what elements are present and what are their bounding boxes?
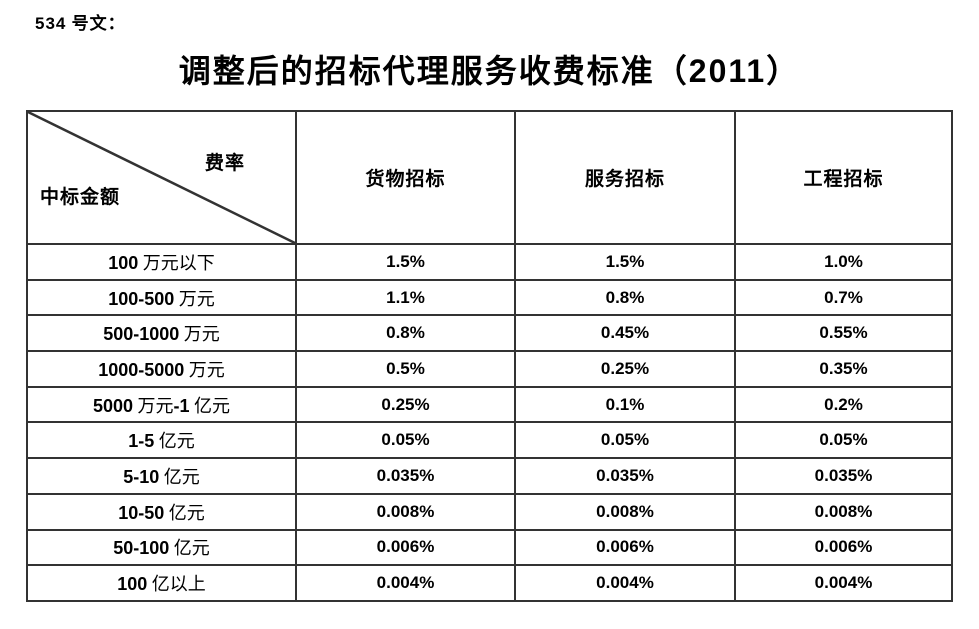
rate-value-cell: 0.25% bbox=[514, 350, 736, 388]
rate-value-cell: 0.35% bbox=[734, 350, 953, 388]
rate-value-cell: 0.2% bbox=[734, 385, 953, 424]
rate-value-cell: 0.004% bbox=[514, 564, 736, 602]
rate-value-cell: 0.25% bbox=[295, 385, 516, 424]
rate-value-cell: 0.05% bbox=[734, 421, 953, 460]
rate-value-cell: 0.006% bbox=[734, 528, 953, 567]
rate-value-cell: 0.8% bbox=[514, 278, 736, 317]
corner-label-bid-amount: 中标金额 bbox=[40, 187, 121, 208]
rate-value-cell: 0.1% bbox=[514, 385, 736, 424]
amount-range-cell: 500-1000 万元 bbox=[26, 314, 297, 353]
amount-range-cell: 100-500 万元 bbox=[26, 278, 297, 317]
column-header-goods-bidding: 货物招标 bbox=[295, 110, 516, 245]
page-title: 调整后的招标代理服务收费标准（2011） bbox=[178, 53, 801, 89]
table-row: 5000 万元-1 亿元 0.25% 0.1% 0.2% bbox=[26, 385, 953, 424]
table-row: 500-1000 万元 0.8% 0.45% 0.55% bbox=[26, 314, 953, 353]
table-row: 1000-5000 万元 0.5% 0.25% 0.35% bbox=[26, 350, 953, 388]
rate-value-cell: 0.004% bbox=[734, 564, 953, 602]
table-row: 50-100 亿元 0.006% 0.006% 0.006% bbox=[26, 528, 953, 567]
rate-value-cell: 0.006% bbox=[514, 528, 736, 567]
amount-range-cell: 10-50 亿元 bbox=[26, 492, 297, 531]
rate-value-cell: 0.45% bbox=[514, 314, 736, 353]
table-row: 5-10 亿元 0.035% 0.035% 0.035% bbox=[26, 457, 953, 495]
table-row: 1-5 亿元 0.05% 0.05% 0.05% bbox=[26, 421, 953, 460]
rate-value-cell: 0.55% bbox=[734, 314, 953, 353]
rate-value-cell: 0.7% bbox=[734, 278, 953, 317]
corner-label-rate: 费率 bbox=[204, 153, 245, 174]
rate-value-cell: 1.1% bbox=[295, 278, 516, 317]
doc-reference-number: 534 号文： bbox=[35, 14, 126, 33]
rate-value-cell: 0.008% bbox=[514, 492, 736, 531]
rate-value-cell: 0.006% bbox=[295, 528, 516, 567]
rate-value-cell: 0.035% bbox=[295, 457, 516, 495]
amount-range-cell: 1000-5000 万元 bbox=[26, 350, 297, 388]
rate-value-cell: 0.5% bbox=[295, 350, 516, 388]
column-header-service-bidding: 服务招标 bbox=[514, 110, 736, 245]
rate-value-cell: 1.5% bbox=[514, 243, 736, 281]
column-header-engineering-bidding: 工程招标 bbox=[734, 110, 953, 245]
rate-value-cell: 0.004% bbox=[295, 564, 516, 602]
amount-range-cell: 100 亿以上 bbox=[26, 564, 297, 602]
diagonal-split-header-cell: 费率 中标金额 bbox=[26, 110, 297, 245]
table-row: 100 万元以下 1.5% 1.5% 1.0% bbox=[26, 243, 953, 281]
rate-value-cell: 0.05% bbox=[295, 421, 516, 460]
amount-range-cell: 100 万元以下 bbox=[26, 243, 297, 281]
table-header-row: 费率 中标金额 货物招标 服务招标 工程招标 bbox=[26, 110, 953, 245]
rate-table-body: 100 万元以下 1.5% 1.5% 1.0% 100-500 万元 1.1% 0.8% 0.… bbox=[26, 243, 953, 602]
table-row: 100-500 万元 1.1% 0.8% 0.7% bbox=[26, 278, 953, 317]
rate-value-cell: 0.035% bbox=[734, 457, 953, 495]
amount-range-cell: 50-100 亿元 bbox=[26, 528, 297, 567]
amount-range-cell: 5-10 亿元 bbox=[26, 457, 297, 495]
rate-value-cell: 1.5% bbox=[295, 243, 516, 281]
table-row: 10-50 亿元 0.008% 0.008% 0.008% bbox=[26, 492, 953, 531]
fee-rate-table: 费率 中标金额 货物招标 服务招标 工程招标 100 万元以下 1.5% 1.5% 1… bbox=[26, 110, 953, 602]
rate-value-cell: 0.008% bbox=[734, 492, 953, 531]
diagonal-divider-line bbox=[29, 113, 294, 242]
amount-range-cell: 5000 万元-1 亿元 bbox=[26, 385, 297, 424]
rate-value-cell: 0.8% bbox=[295, 314, 516, 353]
rate-value-cell: 0.008% bbox=[295, 492, 516, 531]
rate-value-cell: 1.0% bbox=[734, 243, 953, 281]
rate-value-cell: 0.035% bbox=[514, 457, 736, 495]
amount-range-cell: 1-5 亿元 bbox=[26, 421, 297, 460]
table-row: 100 亿以上 0.004% 0.004% 0.004% bbox=[26, 564, 953, 602]
rate-value-cell: 0.05% bbox=[514, 421, 736, 460]
